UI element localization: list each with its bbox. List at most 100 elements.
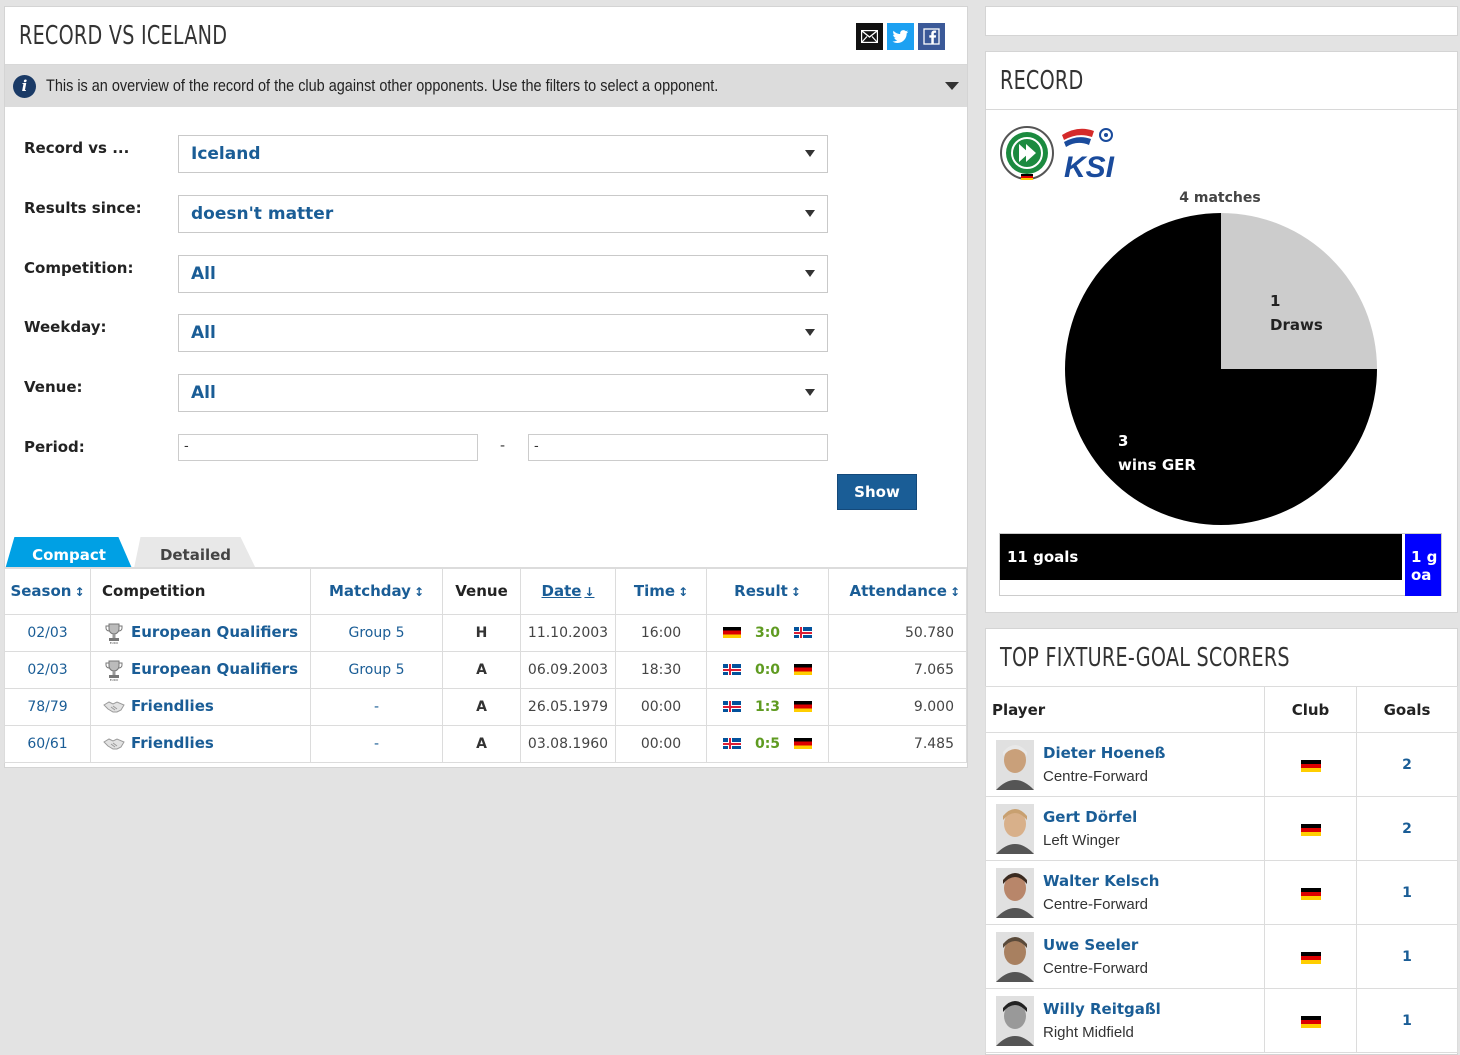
show-button[interactable]: Show: [837, 474, 917, 510]
scorer-row: Dieter Hoeneß Centre-Forward 2: [985, 732, 1458, 797]
player-name-link[interactable]: Dieter Hoeneß: [1043, 744, 1166, 762]
season-link[interactable]: 78/79: [27, 698, 68, 715]
season-link[interactable]: 60/61: [27, 735, 68, 752]
player-photo: [996, 931, 1034, 982]
result-cell[interactable]: 0:0: [706, 650, 829, 689]
season-link[interactable]: 02/03: [27, 661, 68, 678]
twitter-icon[interactable]: [887, 23, 914, 50]
goals-home-bar: 11 goals: [1000, 534, 1402, 580]
filter-label-record-vs: Record vs ...: [24, 139, 130, 157]
dropdown-arrow-icon: [805, 150, 815, 157]
season-cell[interactable]: 02/03: [4, 650, 91, 689]
date-cell: 03.08.1960: [520, 724, 616, 763]
matchday-cell[interactable]: Group 5: [310, 650, 443, 689]
match-score-link[interactable]: 0:5: [754, 735, 781, 752]
season-link[interactable]: 02/03: [27, 624, 68, 641]
player-cell[interactable]: Gert Dörfel Left Winger: [985, 796, 1265, 861]
record-title: RECORD: [1000, 65, 1084, 96]
period-separator: -: [500, 438, 506, 454]
goals-comparison-bar: 11 goals 1 goa: [999, 533, 1442, 596]
column-header-result[interactable]: Result ↕: [706, 567, 829, 615]
player-position: Right Midfield: [1043, 1024, 1134, 1041]
result-cell[interactable]: 0:5: [706, 724, 829, 763]
column-header-competition: Competition: [90, 567, 311, 615]
result-cell[interactable]: 1:3: [706, 687, 829, 726]
match-score-link[interactable]: 3:0: [754, 624, 781, 641]
weekday-select[interactable]: All: [178, 314, 828, 352]
goals-cell[interactable]: 1: [1356, 924, 1458, 989]
filter-label-results-since: Results since:: [24, 199, 142, 217]
competition-select[interactable]: All: [178, 255, 828, 293]
competition-cell[interactable]: EURO European Qualifiers: [90, 613, 311, 652]
results-since-select[interactable]: doesn't matter: [178, 195, 828, 233]
goals-cell[interactable]: 1: [1356, 988, 1458, 1053]
iceland-flag-icon: [794, 627, 813, 638]
germany-flag-icon: [1300, 887, 1321, 900]
select-value: All: [191, 323, 216, 343]
match-score-link[interactable]: 0:0: [754, 661, 781, 678]
record-vs-select[interactable]: Iceland: [178, 135, 828, 173]
tab-detailed[interactable]: Detailed: [133, 537, 258, 573]
column-header-season[interactable]: Season ↕: [4, 567, 91, 615]
matchday-link[interactable]: Group 5: [348, 661, 405, 678]
matchday-cell[interactable]: -: [310, 724, 443, 763]
attendance-cell: 7.485: [828, 724, 967, 763]
season-cell[interactable]: 78/79: [4, 687, 91, 726]
competition-link[interactable]: Friendlies: [131, 696, 214, 715]
sort-icon: ↕: [413, 585, 425, 600]
matchday-cell[interactable]: Group 5: [310, 613, 443, 652]
player-name-link[interactable]: Willy Reitgaßl: [1043, 1000, 1161, 1018]
result-cell[interactable]: 3:0: [706, 613, 829, 652]
season-cell[interactable]: 60/61: [4, 724, 91, 763]
venue-cell: A: [442, 724, 521, 763]
competition-cell[interactable]: EURO European Qualifiers: [90, 650, 311, 689]
page-title: RECORD VS ICELAND: [19, 20, 228, 51]
period-from-input[interactable]: -: [178, 434, 478, 461]
player-name-link[interactable]: Uwe Seeler: [1043, 936, 1139, 954]
draws-label: Draws: [1270, 316, 1323, 334]
player-cell[interactable]: Dieter Hoeneß Centre-Forward: [985, 732, 1265, 797]
season-cell[interactable]: 02/03: [4, 613, 91, 652]
facebook-icon[interactable]: [918, 23, 945, 50]
friendlies-handshake-icon: [103, 737, 125, 749]
chevron-down-icon[interactable]: [945, 82, 959, 90]
email-icon[interactable]: [856, 23, 883, 50]
competition-cell[interactable]: Friendlies: [90, 687, 311, 726]
sort-icon: ↕: [74, 585, 85, 600]
player-name-link[interactable]: Walter Kelsch: [1043, 872, 1160, 890]
time-cell: 16:00: [615, 613, 707, 652]
column-header-time[interactable]: Time ↕: [615, 567, 707, 615]
matchday-cell[interactable]: -: [310, 687, 443, 726]
competition-cell[interactable]: Friendlies: [90, 724, 311, 763]
venue-select[interactable]: All: [178, 374, 828, 412]
matchday-link[interactable]: Group 5: [348, 624, 405, 641]
competition-link[interactable]: Friendlies: [131, 733, 214, 752]
european-qualifiers-trophy-icon: EURO: [105, 660, 123, 681]
info-bar[interactable]: i This is an overview of the record of t…: [5, 65, 967, 107]
player-cell[interactable]: Willy Reitgaßl Right Midfield: [985, 988, 1265, 1053]
match-score-link[interactable]: 1:3: [754, 698, 781, 715]
column-header-date[interactable]: Date ↓: [520, 567, 616, 615]
competition-link[interactable]: European Qualifiers: [131, 659, 299, 678]
draws-count-label: 1: [1270, 292, 1280, 310]
column-header-matchday[interactable]: Matchday ↕: [310, 567, 443, 615]
player-name-link[interactable]: Gert Dörfel: [1043, 808, 1138, 826]
matchday-link[interactable]: -: [373, 735, 380, 752]
goals-cell[interactable]: 2: [1356, 732, 1458, 797]
attendance-cell: 9.000: [828, 687, 967, 726]
date-cell: 06.09.2003: [520, 650, 616, 689]
club-cell: [1264, 988, 1357, 1053]
tab-compact[interactable]: Compact: [4, 537, 134, 573]
competition-link[interactable]: European Qualifiers: [131, 622, 299, 641]
date-cell: 11.10.2003: [520, 613, 616, 652]
goals-cell[interactable]: 1: [1356, 860, 1458, 925]
goals-cell[interactable]: 2: [1356, 796, 1458, 861]
filter-label-venue: Venue:: [24, 378, 83, 396]
player-cell[interactable]: Walter Kelsch Centre-Forward: [985, 860, 1265, 925]
matchday-link[interactable]: -: [373, 698, 380, 715]
player-cell[interactable]: Uwe Seeler Centre-Forward: [985, 924, 1265, 989]
column-header-attendance[interactable]: Attendance ↕: [828, 567, 967, 615]
period-to-input[interactable]: -: [528, 434, 828, 461]
right-top-panel: [985, 6, 1458, 36]
table-header-row: Player Club Goals: [985, 686, 1458, 733]
